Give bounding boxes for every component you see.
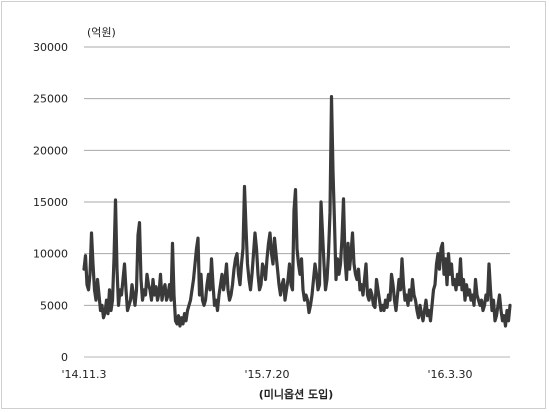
y-tick-label: 25000 — [33, 93, 68, 106]
y-tick-label: 0 — [61, 351, 68, 364]
y-tick-label: 10000 — [33, 248, 68, 261]
y-tick-label: 30000 — [33, 41, 68, 54]
y-axis-ticks: 0 5000 10000 15000 20000 25000 30000 — [33, 41, 68, 364]
x-axis-caption: (미니옵션 도입) — [259, 387, 334, 401]
y-tick-label: 5000 — [40, 299, 68, 312]
y-unit-label: (억원) — [87, 26, 116, 39]
x-tick-label: '14.11.3 — [61, 368, 106, 381]
x-axis-ticks: '14.11.3 '15.7.20 '16.3.30 — [61, 368, 472, 381]
y-tick-label: 15000 — [33, 196, 68, 209]
x-tick-label: '15.7.20 — [244, 368, 289, 381]
series-line — [82, 95, 512, 328]
y-tick-label: 20000 — [33, 144, 68, 157]
x-tick-label: '16.3.30 — [427, 368, 472, 381]
